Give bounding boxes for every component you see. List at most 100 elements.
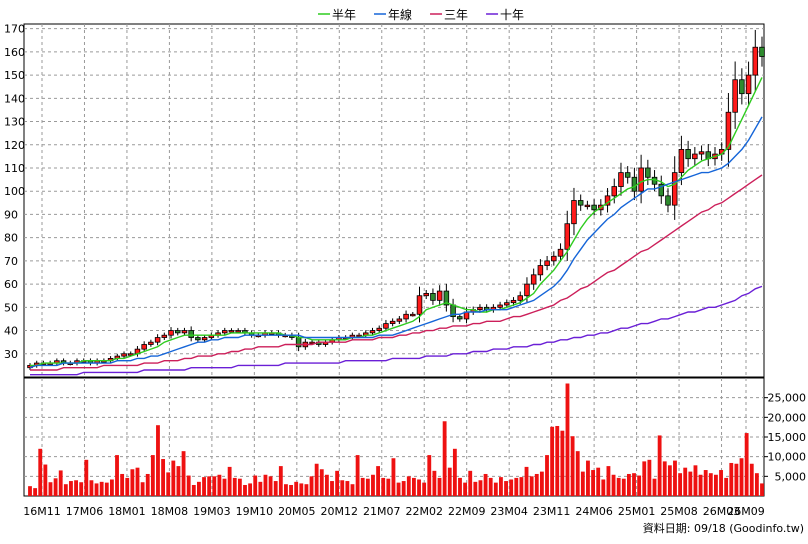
candle-body bbox=[537, 265, 544, 276]
volume-bar bbox=[586, 460, 590, 496]
candle-body bbox=[168, 330, 174, 336]
volume-bar bbox=[417, 479, 421, 496]
ma-three-year-line bbox=[30, 174, 763, 371]
candle-body bbox=[127, 353, 134, 356]
candle-body bbox=[645, 167, 651, 178]
candle-body bbox=[309, 341, 315, 345]
volume-bar bbox=[760, 483, 764, 496]
volume-bar bbox=[714, 474, 718, 496]
volume-bar bbox=[120, 473, 125, 496]
ma-year-line bbox=[29, 116, 763, 369]
volume-bar bbox=[340, 480, 345, 496]
volume-bar bbox=[504, 481, 508, 496]
price-tick-label: 90 bbox=[4, 208, 18, 221]
volume-bar bbox=[89, 480, 94, 496]
candle-body bbox=[295, 337, 302, 348]
candle-body bbox=[611, 186, 618, 197]
volume-bar bbox=[314, 463, 319, 496]
volume-bar bbox=[186, 475, 191, 496]
price-tick-label: 140 bbox=[4, 92, 25, 105]
volume-bar bbox=[555, 425, 560, 496]
candle-body bbox=[141, 344, 147, 350]
candle-body bbox=[383, 323, 389, 329]
volume-bar bbox=[109, 479, 114, 496]
candle-body bbox=[430, 292, 436, 301]
x-tick-label: 26M09 bbox=[727, 505, 765, 518]
x-tick-label: 17M06 bbox=[66, 505, 104, 518]
volume-bar bbox=[427, 455, 432, 496]
volume-bar bbox=[621, 478, 626, 496]
volume-bar bbox=[335, 470, 340, 496]
candle-body bbox=[658, 183, 665, 197]
volume-bar bbox=[616, 477, 621, 496]
volume-bar bbox=[442, 421, 447, 496]
volume-bar bbox=[688, 471, 693, 496]
candle-body bbox=[725, 111, 732, 150]
x-tick-label: 25M08 bbox=[660, 505, 698, 518]
volume-bar bbox=[376, 466, 381, 496]
candle-body bbox=[571, 200, 577, 225]
volume-bar bbox=[299, 483, 304, 496]
volume-bar bbox=[673, 460, 677, 496]
volume-bar bbox=[222, 478, 227, 496]
candle-body bbox=[530, 274, 537, 285]
price-tick-label: 120 bbox=[4, 139, 25, 152]
volume-bar bbox=[217, 474, 222, 496]
price-tick-label: 110 bbox=[4, 162, 25, 175]
volume-bar bbox=[227, 466, 232, 496]
candle-body bbox=[222, 330, 228, 334]
volume-bar bbox=[591, 470, 595, 496]
volume-bar bbox=[447, 467, 452, 496]
volume-bar bbox=[273, 481, 278, 496]
volume-bar bbox=[191, 484, 196, 496]
volume-bar bbox=[529, 476, 534, 496]
candle-body bbox=[577, 200, 584, 206]
volume-bar bbox=[125, 477, 130, 496]
volume-bar bbox=[166, 472, 171, 496]
volume-bar bbox=[248, 483, 253, 496]
volume-bar bbox=[309, 476, 314, 496]
volume-bar bbox=[104, 482, 109, 496]
candle-body bbox=[154, 337, 161, 343]
volume-bar bbox=[662, 461, 667, 496]
volume-bar bbox=[94, 483, 99, 496]
candle-body bbox=[671, 172, 678, 206]
volume-bar bbox=[754, 473, 759, 496]
volume-bar bbox=[570, 436, 575, 496]
volume-bar bbox=[632, 473, 636, 496]
volume-bar bbox=[596, 467, 601, 496]
x-tick-label: 18M01 bbox=[108, 505, 146, 518]
candle-body bbox=[161, 334, 168, 338]
candle-body bbox=[181, 330, 188, 334]
x-tick-label: 19M03 bbox=[193, 505, 231, 518]
volume-bar bbox=[99, 481, 104, 496]
volume-bar bbox=[330, 481, 334, 496]
volume-bar bbox=[488, 477, 493, 496]
candle-body bbox=[228, 330, 235, 333]
volume-bar bbox=[698, 474, 703, 496]
volume-bar bbox=[365, 478, 370, 496]
volume-bar bbox=[468, 470, 473, 496]
x-tick-label: 25M01 bbox=[618, 505, 656, 518]
volume-tick-label: 20,000 bbox=[768, 411, 807, 424]
volume-bar bbox=[406, 476, 411, 496]
candle-body bbox=[752, 46, 759, 76]
candle-body bbox=[477, 306, 483, 311]
candle-body bbox=[504, 302, 510, 306]
volume-panel: 5,000 10,000 15,000 20,000 25,000 bbox=[23, 377, 807, 497]
volume-bar bbox=[304, 484, 309, 496]
volume-bar bbox=[150, 455, 155, 496]
candle-body bbox=[517, 295, 523, 301]
volume-tick-label: 5,000 bbox=[775, 470, 807, 483]
x-tick-label: 20M12 bbox=[321, 505, 359, 518]
x-tick-label: 23M04 bbox=[490, 505, 528, 518]
volume-bar bbox=[606, 466, 611, 496]
legend-label: 三年 bbox=[444, 8, 468, 22]
price-tick-label: 30 bbox=[4, 348, 18, 361]
volume-bar bbox=[724, 477, 729, 496]
candle-body bbox=[665, 195, 671, 206]
candle-body bbox=[544, 260, 550, 266]
volume-bar bbox=[319, 469, 324, 496]
candle-body bbox=[745, 74, 752, 95]
price-tick-label: 60 bbox=[4, 278, 18, 291]
